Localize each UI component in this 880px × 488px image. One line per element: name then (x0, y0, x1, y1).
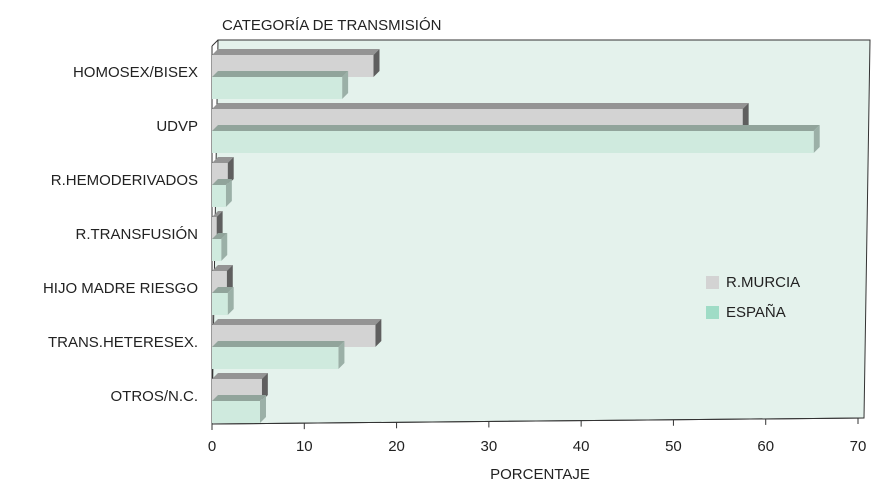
x-tick-label: 40 (573, 438, 590, 455)
bar-top (212, 103, 749, 109)
bar-side (261, 373, 268, 401)
legend-swatch (706, 306, 719, 319)
bar-top (212, 233, 228, 239)
bar-side (221, 233, 228, 261)
bar-side (338, 341, 345, 369)
bar-top (212, 157, 234, 163)
bar (212, 239, 222, 261)
bar (212, 131, 814, 153)
bar-side (373, 49, 380, 77)
bar-top (212, 265, 233, 271)
bar-side (227, 157, 234, 185)
bar-top (212, 125, 820, 131)
x-tick-label: 30 (481, 438, 498, 455)
legend-label: R.MURCIA (726, 274, 800, 291)
bar (212, 347, 339, 369)
bar-top (212, 373, 268, 379)
legend-label: ESPAÑA (726, 304, 786, 321)
x-tick-label: 50 (665, 438, 682, 455)
y-tick-label: OTROS/N.C. (110, 388, 198, 405)
bar-side (259, 395, 266, 423)
bar-side (342, 71, 349, 99)
bar-side (742, 103, 749, 131)
y-tick-label: HIJO MADRE RIESGO (43, 280, 198, 297)
bar-top (212, 211, 223, 217)
left-wall-edge (211, 39, 219, 47)
chart-title: CATEGORÍA DE TRANSMISIÓN (222, 17, 441, 34)
x-axis-label: PORCENTAJE (490, 466, 590, 483)
bar-side (227, 287, 234, 315)
x-tick-label: 0 (208, 438, 216, 455)
bar-side (216, 211, 223, 239)
bar-side (375, 319, 382, 347)
bar-top (212, 287, 234, 293)
x-tick-label: 20 (388, 438, 405, 455)
bar (212, 185, 226, 207)
x-tick-label: 70 (850, 438, 867, 455)
bar-top (212, 71, 349, 77)
bar-top (212, 179, 232, 185)
bar-side (226, 265, 233, 293)
y-tick-label: R.HEMODERIVADOS (51, 172, 198, 189)
y-tick-label: HOMOSEX/BISEX (73, 64, 198, 81)
bar (212, 217, 217, 239)
bar-side (813, 125, 820, 153)
y-tick-label: TRANS.HETERESEX. (48, 334, 198, 351)
bar-top (212, 319, 382, 325)
bar-top (212, 341, 345, 347)
bar-top (212, 395, 266, 401)
y-tick-label: R.TRANSFUSIÓN (75, 226, 198, 243)
bar-top (212, 49, 380, 55)
x-axis (211, 417, 865, 425)
x-tick-label: 10 (296, 438, 313, 455)
bar-side (225, 179, 232, 207)
legend-swatch (706, 276, 719, 289)
x-tick-label: 60 (757, 438, 774, 455)
bar (212, 401, 260, 423)
bar (212, 77, 343, 99)
y-tick-label: UDVP (156, 118, 198, 135)
bar (212, 293, 228, 315)
